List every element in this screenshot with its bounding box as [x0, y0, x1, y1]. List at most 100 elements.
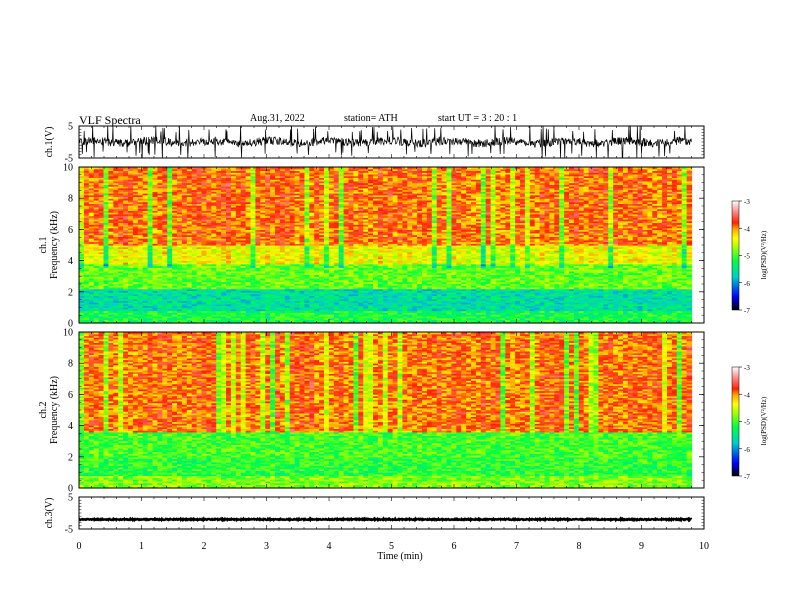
- spectrogram-cell: [358, 321, 364, 324]
- spectrogram-cell: [147, 315, 154, 319]
- spectrogram-cell: [426, 307, 433, 310]
- spectrogram-cell: [608, 319, 614, 322]
- spectrogram-cell: [686, 305, 693, 308]
- spectrogram-cell: [221, 315, 227, 319]
- spectrogram-cell: [304, 321, 310, 324]
- spectrogram-cell: [368, 315, 374, 319]
- spectrogram-cell: [132, 302, 139, 305]
- spectrogram-cell: [167, 317, 173, 321]
- spectrogram-cell: [118, 305, 124, 308]
- spectrogram-cell: [333, 319, 340, 322]
- spectrogram-cell: [534, 303, 541, 307]
- spectrogram-cell: [588, 314, 595, 317]
- spectrogram-cell: [79, 298, 85, 302]
- spectrogram-cell: [495, 303, 501, 307]
- spectrogram-cell: [289, 319, 296, 322]
- spectrogram-cell: [343, 310, 350, 313]
- spectrogram-cell: [299, 295, 305, 298]
- spectrogram-cell: [260, 300, 266, 303]
- spectrogram-cell: [618, 297, 624, 300]
- spectrogram-cell: [250, 302, 256, 305]
- spectrogram-cell: [382, 305, 389, 308]
- spectrogram-cell: [588, 297, 595, 300]
- spectrogram-cell: [137, 314, 144, 317]
- spectrogram-cell: [642, 297, 648, 300]
- spectrogram-cell: [510, 314, 516, 317]
- spectrogram-cell: [284, 300, 291, 303]
- spectrogram-cell: [265, 321, 271, 324]
- spectrogram-cell: [353, 317, 359, 321]
- spectrogram-cell: [172, 303, 178, 307]
- spectrogram-cell: [422, 315, 428, 319]
- spectrogram-cell: [549, 315, 555, 319]
- spectrogram-cell: [632, 312, 639, 315]
- spectrogram-cell: [637, 303, 644, 307]
- spectrogram-cell: [603, 312, 609, 315]
- spectrogram-cell: [132, 314, 139, 317]
- spectrogram-cell: [181, 315, 188, 319]
- spectrogram-cell: [564, 307, 570, 310]
- spectrogram-cell: [294, 307, 301, 310]
- spectrogram-cell: [132, 315, 139, 319]
- spectrogram-cell: [431, 298, 438, 302]
- spectrogram-cell: [387, 314, 394, 317]
- spectrogram-cell: [471, 314, 477, 317]
- spectrogram-cell: [671, 298, 678, 302]
- spectrogram-cell: [667, 305, 673, 308]
- spectrogram-cell: [618, 298, 624, 302]
- spectrogram-cell: [490, 302, 497, 305]
- spectrogram-cell: [431, 317, 438, 321]
- spectrogram-cell: [377, 310, 384, 313]
- spectrogram-cell: [529, 314, 536, 317]
- spectrogram-cell: [93, 302, 100, 305]
- spectrogram-cell: [608, 312, 614, 315]
- spectrogram-cell: [181, 308, 188, 312]
- spectrogram-cell: [671, 321, 678, 324]
- spectrogram-cell: [529, 319, 536, 322]
- spectrogram-cell: [559, 300, 565, 303]
- spectrogram-cell: [608, 300, 614, 303]
- spectrogram-cell: [226, 310, 232, 313]
- spectrogram-cell: [373, 307, 379, 310]
- spectrogram-cell: [191, 300, 198, 303]
- spectrogram-cell: [549, 319, 555, 322]
- spectrogram-cell: [196, 310, 203, 313]
- spectrogram-cell: [275, 298, 281, 302]
- spectrogram-cell: [598, 312, 604, 315]
- spectrogram-cell: [578, 308, 585, 312]
- ch1-waveform-yticks: 5-5: [65, 122, 704, 165]
- spectrogram-cell: [515, 317, 521, 321]
- spectrogram-cell: [324, 297, 330, 300]
- spectrogram-cell: [333, 295, 340, 298]
- spectrogram-cell: [137, 307, 144, 310]
- spectrogram-cell: [417, 317, 423, 321]
- spectrogram-cell: [167, 319, 173, 322]
- spectrogram-cell: [162, 302, 168, 305]
- spectrogram-cell: [686, 317, 693, 321]
- spectrogram-cell: [627, 317, 634, 321]
- spectrogram-cell: [500, 305, 506, 308]
- spectrogram-cell: [152, 295, 158, 298]
- spectrogram-cell: [103, 310, 109, 313]
- spectrogram-cell: [627, 321, 634, 324]
- spectrogram-cell: [382, 302, 389, 305]
- spectrogram-cell: [79, 302, 85, 305]
- spectrogram-cell: [260, 317, 266, 321]
- spectrogram-cell: [559, 302, 565, 305]
- spectrogram-cell: [569, 303, 575, 307]
- spectrogram-cell: [392, 315, 399, 319]
- spectrogram-cell: [466, 312, 472, 315]
- spectrogram-cell: [270, 295, 276, 298]
- spectrogram-cell: [88, 310, 95, 313]
- spectrogram-cell: [564, 312, 570, 315]
- spectrogram-cell: [603, 303, 609, 307]
- spectrogram-cell: [544, 310, 550, 313]
- spectrogram-cell: [128, 312, 134, 315]
- spectrogram-cell: [671, 302, 678, 305]
- spectrogram-cell: [603, 297, 609, 300]
- spectrogram-cell: [583, 319, 590, 322]
- spectrogram-cell: [515, 314, 521, 317]
- spectrogram-cell: [338, 312, 345, 315]
- spectrogram-cell: [652, 302, 658, 305]
- spectrogram-cell: [157, 307, 163, 310]
